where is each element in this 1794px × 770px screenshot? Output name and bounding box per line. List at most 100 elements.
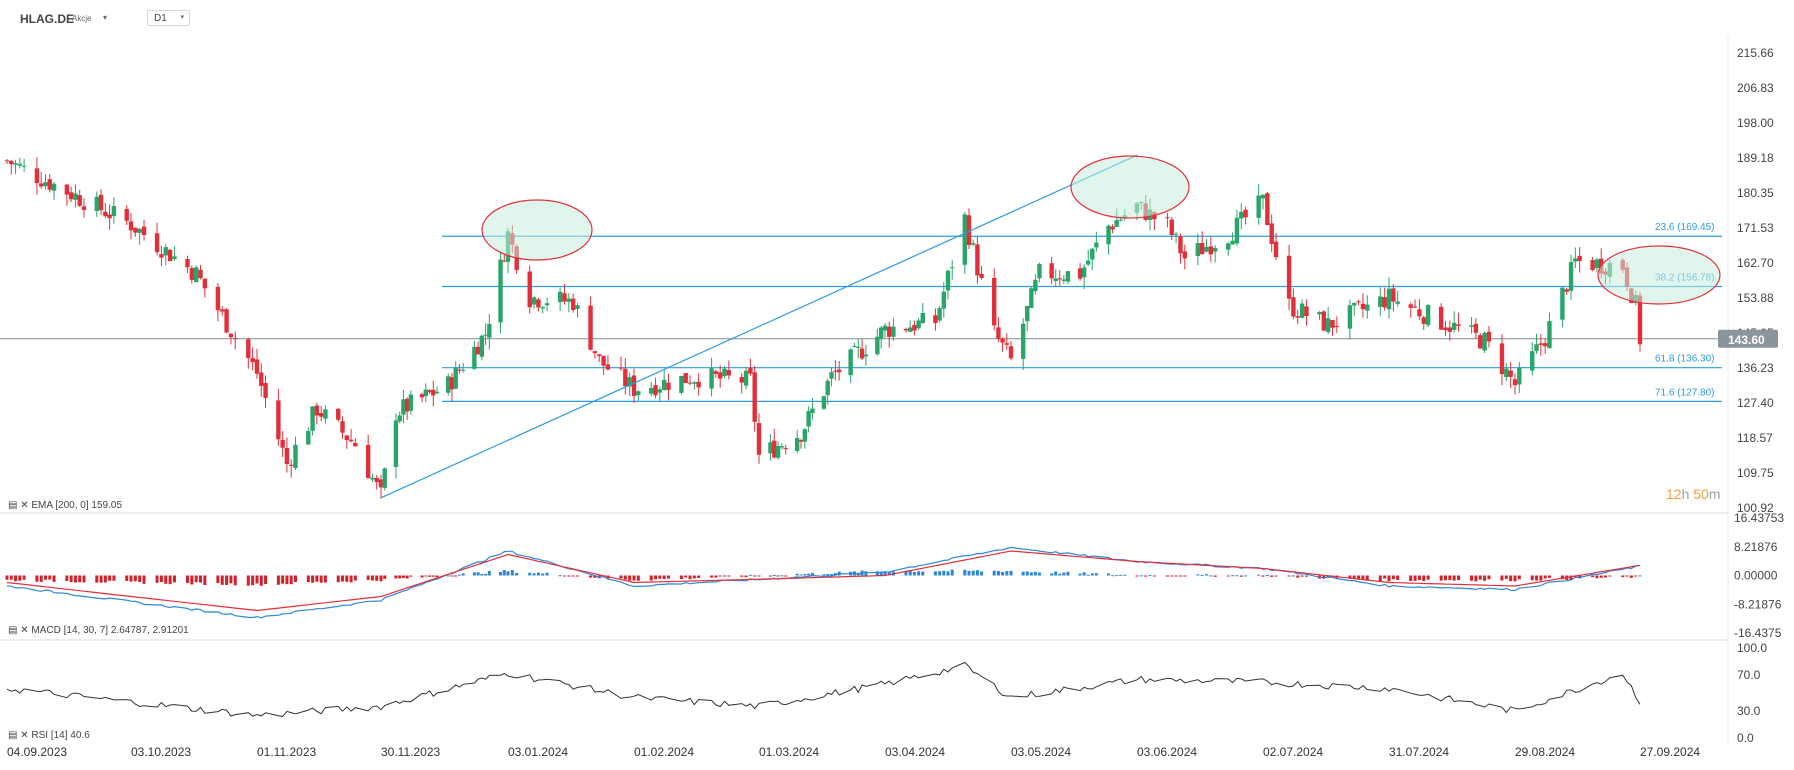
candle-body	[453, 367, 458, 389]
candle-body	[1568, 261, 1574, 291]
candle-body	[1118, 219, 1123, 221]
candle-body	[1061, 279, 1067, 281]
chevron-down-icon[interactable]: ▾	[103, 13, 108, 22]
candle-body	[483, 334, 488, 336]
candle-body	[882, 325, 888, 331]
date-axis-tick: 29.08.2024	[1515, 745, 1575, 759]
candle-body	[1173, 233, 1179, 235]
macd-histogram-bar	[1183, 575, 1187, 577]
macd-histogram-bar	[405, 575, 409, 579]
macd-histogram-bar	[65, 575, 69, 581]
macd-histogram-bar	[571, 575, 575, 577]
macd-histogram-bar	[1457, 575, 1461, 581]
macd-histogram-bar	[5, 575, 9, 580]
candle-body	[133, 227, 138, 233]
candle-body	[557, 291, 563, 303]
macd-histogram-bar	[203, 575, 207, 586]
macd-histogram-bar	[697, 575, 701, 579]
macd-histogram-bar	[772, 574, 776, 576]
macd-histogram-bar	[1139, 575, 1143, 577]
candle-body	[653, 385, 658, 396]
candle-body	[856, 346, 861, 348]
macd-histogram-bar	[428, 575, 432, 577]
macd-histogram-bar	[383, 575, 387, 579]
candle-body	[852, 346, 857, 348]
candle-body	[1469, 325, 1474, 327]
macd-histogram-bar	[1009, 570, 1013, 576]
candle-body	[215, 286, 221, 311]
macd-histogram-bar	[1361, 575, 1365, 580]
candle-body	[1473, 323, 1479, 333]
candle-body	[1443, 327, 1448, 331]
macd-histogram-bar	[510, 570, 514, 576]
ticker-symbol[interactable]: HLAG.DE	[20, 12, 74, 26]
candle-body	[1382, 297, 1387, 308]
price-axis-tick: 180.35	[1737, 186, 1774, 200]
macd-histogram-bar	[323, 575, 327, 583]
candle-body	[1114, 220, 1119, 227]
macd-histogram-bar	[753, 575, 757, 577]
macd-histogram-bar	[1123, 574, 1127, 576]
candle-body	[185, 259, 190, 268]
macd-histogram-bar	[822, 574, 826, 576]
candle-body	[1512, 379, 1518, 386]
candle-body	[293, 444, 298, 468]
candle-body	[1594, 259, 1600, 269]
candle-body	[1077, 268, 1083, 279]
macd-histogram-bar	[1352, 575, 1356, 578]
interval-select[interactable]: D1 ▾	[147, 10, 190, 26]
macd-histogram-bar	[1543, 575, 1547, 579]
macd-histogram-bar	[1595, 575, 1599, 579]
macd-histogram-bar	[908, 570, 912, 576]
candle-body	[1356, 301, 1361, 303]
macd-histogram-bar	[311, 575, 315, 583]
candle-body	[374, 477, 379, 483]
macd-histogram-bar	[281, 575, 285, 584]
rsi-axis-tick: 70.0	[1737, 668, 1761, 682]
highlight-ellipse	[1597, 245, 1721, 305]
candle-body	[798, 440, 804, 442]
macd-histogram-bar	[830, 574, 834, 576]
macd-histogram-bar	[1005, 571, 1009, 576]
macd-histogram-bar	[971, 570, 975, 576]
date-axis-tick: 04.09.2023	[7, 745, 67, 759]
candle-body	[752, 372, 757, 422]
candle-body	[254, 359, 260, 374]
macd-histogram-bar	[1439, 575, 1443, 581]
candle-body	[713, 371, 719, 374]
macd-histogram-bar	[1452, 575, 1456, 581]
macd-histogram-bar	[883, 571, 887, 576]
candle-body	[1478, 335, 1483, 349]
candle-body	[962, 214, 967, 265]
macd-histogram-bar	[315, 575, 319, 582]
candle-body	[1325, 318, 1331, 333]
candle-body	[966, 215, 972, 245]
candle-body	[739, 376, 744, 383]
candle-body	[98, 194, 104, 211]
candle-body	[1086, 260, 1091, 265]
candle-body	[1243, 209, 1248, 218]
candle-body	[487, 323, 492, 338]
macd-histogram-bar	[159, 575, 163, 583]
candle-body	[743, 370, 749, 386]
candle-body	[198, 269, 203, 279]
candle-body	[657, 389, 663, 393]
candle-body	[1577, 255, 1582, 262]
candle-body	[683, 373, 688, 384]
macd-histogram-bar	[1487, 575, 1491, 580]
macd-histogram-bar	[164, 575, 168, 584]
candle-body	[1417, 309, 1422, 317]
macd-histogram-bar	[1608, 575, 1612, 577]
candle-body	[1286, 255, 1292, 299]
rsi-indicator-label: ▤ ✕ RSI [14] 40.6	[8, 730, 90, 741]
candle-body	[941, 291, 946, 309]
macd-histogram-bar	[875, 571, 879, 576]
fib-level-label: 61.8 (136.30)	[1655, 354, 1715, 365]
candle-body	[661, 379, 667, 390]
candle-body	[903, 328, 909, 331]
macd-histogram-bar	[1062, 572, 1066, 576]
candle-body	[836, 369, 842, 373]
candle-body	[597, 354, 602, 357]
macd-histogram-bar	[1422, 575, 1426, 582]
